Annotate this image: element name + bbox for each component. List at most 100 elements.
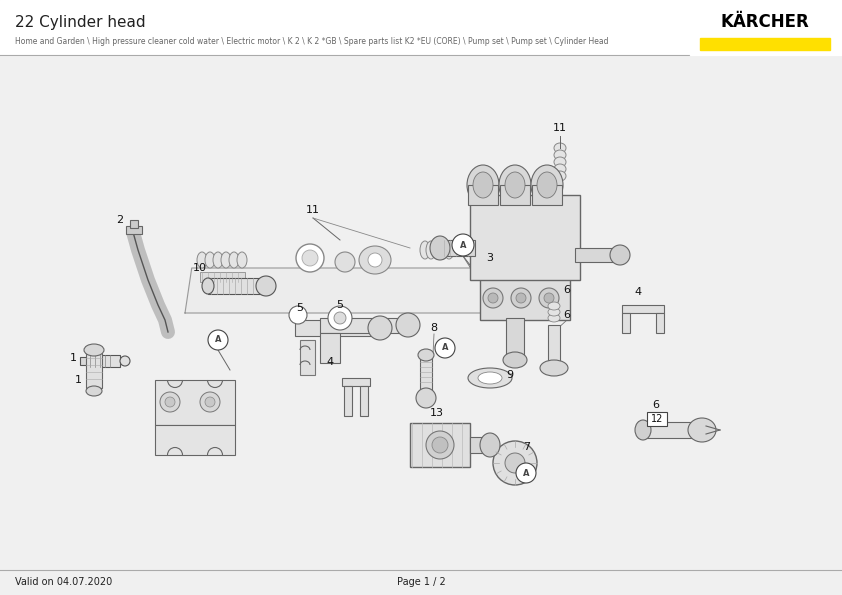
Ellipse shape bbox=[221, 252, 231, 268]
Ellipse shape bbox=[202, 278, 214, 294]
Bar bbox=[80, 357, 92, 365]
Ellipse shape bbox=[478, 372, 502, 384]
Bar bbox=[295, 320, 375, 336]
Text: A: A bbox=[523, 468, 530, 478]
Ellipse shape bbox=[554, 150, 566, 160]
Bar bbox=[500, 185, 530, 205]
Text: A: A bbox=[215, 336, 221, 345]
Ellipse shape bbox=[368, 253, 382, 267]
Ellipse shape bbox=[480, 433, 500, 457]
Bar bbox=[622, 305, 664, 313]
Bar bbox=[532, 185, 562, 205]
Ellipse shape bbox=[511, 288, 531, 308]
Ellipse shape bbox=[426, 431, 454, 459]
Text: 13: 13 bbox=[430, 408, 444, 418]
Bar bbox=[470, 437, 488, 453]
Bar bbox=[470, 195, 580, 280]
Ellipse shape bbox=[256, 276, 276, 296]
Bar bbox=[440, 240, 475, 256]
Ellipse shape bbox=[499, 165, 531, 205]
Ellipse shape bbox=[359, 246, 391, 274]
Ellipse shape bbox=[237, 252, 247, 268]
Text: 4: 4 bbox=[327, 357, 333, 367]
Text: 8: 8 bbox=[430, 323, 438, 333]
Bar bbox=[480, 275, 570, 320]
Bar bbox=[575, 248, 620, 262]
Ellipse shape bbox=[467, 165, 499, 205]
Text: Home and Garden \ High pressure cleaner cold water \ Electric motor \ K 2 \ K 2 : Home and Garden \ High pressure cleaner … bbox=[15, 37, 609, 46]
Ellipse shape bbox=[205, 397, 215, 407]
Ellipse shape bbox=[483, 288, 503, 308]
Text: 11: 11 bbox=[553, 123, 567, 133]
Bar bbox=[690, 0, 842, 55]
Ellipse shape bbox=[444, 241, 454, 259]
Bar bbox=[656, 313, 664, 333]
Bar bbox=[468, 185, 498, 205]
Text: 6: 6 bbox=[563, 310, 571, 320]
Text: 10: 10 bbox=[193, 263, 207, 273]
Text: 1: 1 bbox=[74, 375, 82, 385]
Bar bbox=[155, 380, 235, 425]
Text: 6: 6 bbox=[563, 285, 571, 295]
Ellipse shape bbox=[416, 388, 436, 408]
Text: 3: 3 bbox=[487, 253, 493, 263]
Ellipse shape bbox=[473, 172, 493, 198]
Bar bbox=[126, 226, 142, 234]
Ellipse shape bbox=[548, 308, 560, 316]
Bar bbox=[300, 340, 315, 375]
Ellipse shape bbox=[197, 252, 207, 268]
Bar bbox=[90, 355, 120, 367]
Ellipse shape bbox=[610, 245, 630, 265]
Text: 2: 2 bbox=[116, 215, 124, 225]
Ellipse shape bbox=[503, 352, 527, 368]
Ellipse shape bbox=[537, 172, 557, 198]
Ellipse shape bbox=[438, 241, 448, 259]
Ellipse shape bbox=[335, 252, 355, 272]
Bar bbox=[622, 313, 630, 333]
Ellipse shape bbox=[165, 397, 175, 407]
Ellipse shape bbox=[488, 293, 498, 303]
Ellipse shape bbox=[554, 157, 566, 167]
Bar bbox=[155, 425, 235, 455]
Bar bbox=[0, 0, 842, 55]
Ellipse shape bbox=[540, 360, 568, 376]
Ellipse shape bbox=[229, 252, 239, 268]
Bar bbox=[360, 386, 368, 416]
Ellipse shape bbox=[432, 437, 448, 453]
Ellipse shape bbox=[554, 143, 566, 153]
Bar bbox=[548, 325, 560, 370]
Text: 9: 9 bbox=[506, 370, 514, 380]
Bar bbox=[344, 386, 352, 416]
Ellipse shape bbox=[688, 418, 716, 442]
Ellipse shape bbox=[334, 312, 346, 324]
Bar bbox=[506, 318, 524, 358]
Text: 5: 5 bbox=[296, 303, 303, 313]
Ellipse shape bbox=[426, 241, 436, 259]
Bar bbox=[342, 378, 370, 386]
Bar bbox=[410, 423, 470, 467]
Ellipse shape bbox=[213, 252, 223, 268]
Bar bbox=[200, 272, 245, 282]
Ellipse shape bbox=[539, 288, 559, 308]
Ellipse shape bbox=[368, 316, 392, 340]
Bar bbox=[130, 220, 138, 228]
Text: 1: 1 bbox=[70, 353, 77, 363]
Ellipse shape bbox=[516, 293, 526, 303]
Ellipse shape bbox=[505, 453, 525, 473]
Circle shape bbox=[452, 234, 474, 256]
Ellipse shape bbox=[548, 314, 560, 322]
Ellipse shape bbox=[493, 441, 537, 485]
Text: 6: 6 bbox=[653, 400, 659, 410]
Bar bbox=[647, 412, 667, 426]
Bar bbox=[86, 353, 102, 388]
Ellipse shape bbox=[635, 420, 651, 440]
Polygon shape bbox=[185, 268, 512, 313]
Ellipse shape bbox=[418, 349, 434, 361]
Text: Page 1 / 2: Page 1 / 2 bbox=[397, 577, 445, 587]
Ellipse shape bbox=[289, 306, 307, 324]
Ellipse shape bbox=[328, 306, 352, 330]
Ellipse shape bbox=[505, 172, 525, 198]
Ellipse shape bbox=[160, 392, 180, 412]
Ellipse shape bbox=[86, 386, 102, 396]
Ellipse shape bbox=[554, 164, 566, 174]
